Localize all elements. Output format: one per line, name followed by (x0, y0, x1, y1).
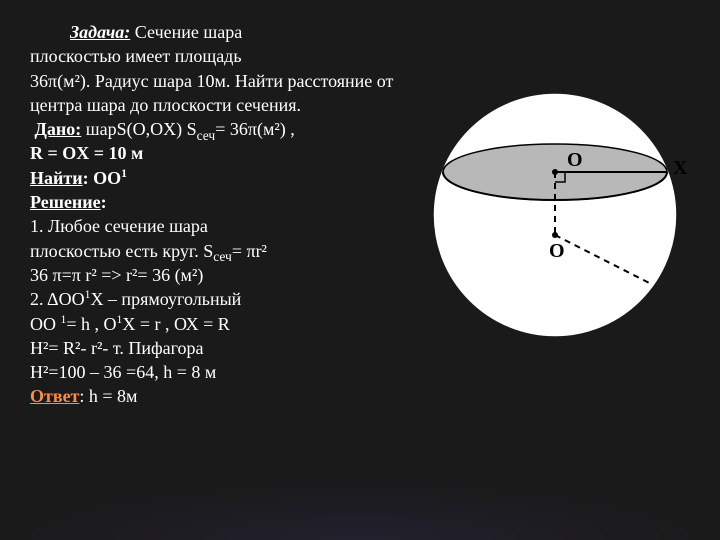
find-label: Найти (30, 168, 83, 188)
step4: H²= R²- r²- т. Пифагора (30, 336, 420, 360)
task-line3: 36π(м²). Радиус шара 10м. Найти расстоян… (30, 69, 420, 118)
task-label: Задача: (70, 22, 130, 42)
solution-label: Решение (30, 192, 101, 212)
answer-label: Ответ (30, 386, 79, 406)
step1d: 36 π=π r² => r²= 36 (м²) (30, 263, 420, 287)
step1a: 1. Любое сечение шара (30, 214, 420, 238)
step1c: = πr² (232, 241, 267, 261)
given-body: шарS(O,OX) S (81, 119, 196, 139)
svg-text:О: О (567, 149, 583, 171)
step1b: плоскостью есть круг. S (30, 241, 213, 261)
problem-text: Задача: Сечение шара плоскостью имеет пл… (30, 20, 420, 409)
svg-text:Х: Х (673, 157, 688, 179)
task-line2: плоскостью имеет площадь (30, 44, 420, 68)
given-after: = 36π(м²) , (215, 119, 295, 139)
step3a: ОО (30, 314, 61, 334)
given-line2: R = OX = 10 м (30, 141, 420, 165)
step3b: = h , О (66, 314, 116, 334)
answer-body: : h = 8м (79, 386, 137, 406)
find-body: : ОО (83, 168, 122, 188)
step3c: Х = r , ОХ = R (122, 314, 229, 334)
sphere-svg: О О Х (420, 80, 690, 350)
find-sup: 1 (121, 167, 127, 180)
given-sub: сеч (197, 128, 216, 143)
sphere-diagram: О О Х (420, 80, 690, 350)
given-label: Дано: (35, 119, 82, 139)
task-body1: Сечение шара (130, 22, 242, 42)
step2a: 2. ΔОО (30, 289, 85, 309)
solution-colon: : (101, 192, 107, 212)
svg-text:О: О (549, 240, 565, 262)
step5: H²=100 – 36 =64, h = 8 м (30, 360, 420, 384)
step1-sub: сеч (213, 249, 232, 264)
step2b: Х – прямоугольный (90, 289, 241, 309)
